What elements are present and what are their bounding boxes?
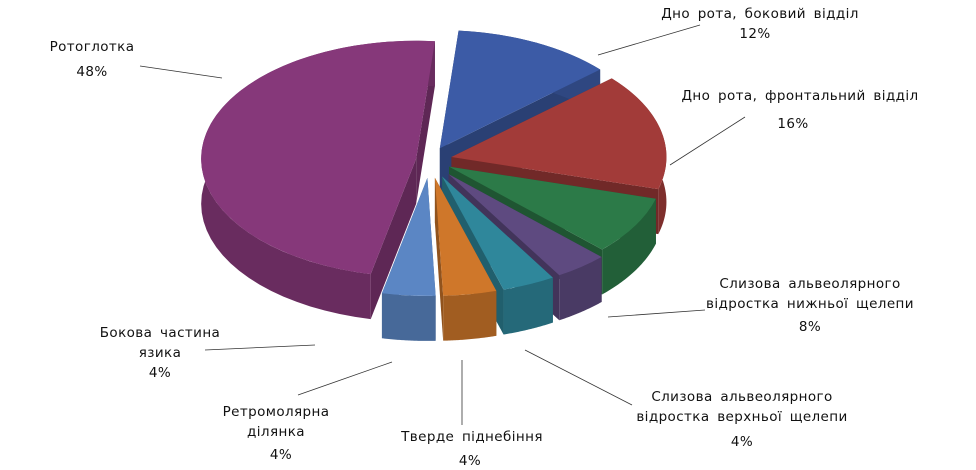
- pie-slice: [381, 177, 436, 296]
- value-label: 4%: [148, 365, 172, 381]
- leader-line: [204, 344, 316, 351]
- pie-slice: [451, 78, 667, 190]
- value-label: 48%: [76, 64, 108, 80]
- value-label: 4%: [269, 447, 293, 463]
- slice-wall: [434, 177, 444, 341]
- pie-slice: [434, 177, 497, 296]
- slice-side: [602, 198, 656, 295]
- category-label: Ротоглотка: [49, 39, 135, 55]
- pie-slice: [201, 40, 435, 275]
- category-label: Слизова альвеолярного відростка нижньої …: [706, 276, 914, 312]
- value-label: 16%: [777, 116, 809, 132]
- slice-side: [443, 290, 497, 341]
- category-label: Бокова частина язика: [99, 325, 221, 361]
- category-label: Дно рота, боковий відділ: [661, 6, 859, 22]
- slice-side: [503, 277, 553, 335]
- leader-line: [607, 309, 706, 318]
- category-label: Ретромолярна ділянка: [222, 404, 330, 440]
- pie-slice: [439, 30, 601, 149]
- category-label: Слизова альвеолярного відростка верхньої…: [636, 389, 848, 425]
- leader-line: [297, 361, 393, 396]
- leader-line: [597, 24, 701, 56]
- slice: [434, 177, 497, 341]
- slice-wall: [370, 158, 417, 320]
- pie-slice: [442, 176, 553, 290]
- value-label: 12%: [739, 26, 771, 42]
- value-label: 4%: [458, 453, 482, 469]
- pie-slice: [449, 166, 656, 250]
- value-label: 8%: [798, 319, 822, 335]
- slice-side: [381, 293, 436, 341]
- slice: [381, 177, 436, 341]
- category-label: Тверде піднебіння: [401, 429, 543, 445]
- value-label: 4%: [730, 434, 754, 450]
- slice-side: [559, 256, 602, 321]
- pie-slice: [448, 174, 602, 276]
- leader-line: [669, 116, 746, 166]
- category-label: Дно рота, фронтальний відділ: [681, 88, 919, 104]
- leader-line: [524, 349, 633, 406]
- leader-line: [139, 65, 223, 79]
- slice: [201, 40, 435, 320]
